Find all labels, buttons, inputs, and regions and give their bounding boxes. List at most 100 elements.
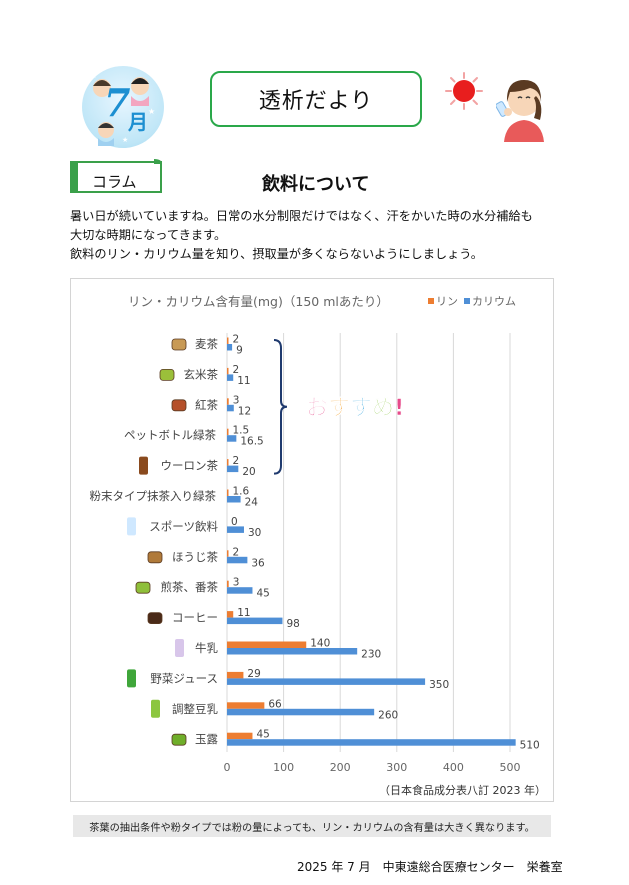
- x-tick-label-4: 400: [443, 761, 464, 774]
- data-label-potassium-4: 20: [242, 466, 255, 478]
- vegetable-juice-icon: [127, 669, 136, 688]
- bar-phosphorus-7: [227, 550, 229, 557]
- newsletter-title-box: 透析だより: [210, 71, 422, 127]
- svg-text:★: ★: [122, 136, 128, 144]
- newsletter-title: 透析だより: [258, 89, 374, 114]
- data-label-potassium-1: 11: [237, 375, 250, 387]
- bar-phosphorus-0: [227, 337, 229, 344]
- data-label-potassium-3: 16.5: [240, 436, 263, 448]
- data-label-phosphorus-2: 3: [233, 394, 240, 406]
- data-label-phosphorus-8: 3: [233, 577, 240, 589]
- bar-phosphorus-10: [227, 641, 307, 648]
- column-label: コラム: [92, 173, 137, 191]
- bar-potassium-5: [227, 496, 241, 503]
- oolong-bottle-icon: [139, 456, 148, 475]
- month-number: 7: [104, 80, 131, 125]
- month-kanji: 月: [128, 110, 148, 134]
- category-label-4: ウーロン茶: [161, 459, 219, 473]
- bar-potassium-0: [227, 344, 233, 351]
- data-label-potassium-8: 45: [256, 588, 269, 600]
- category-label-8: 煎茶、番茶: [161, 580, 219, 594]
- data-label-phosphorus-4: 2: [233, 455, 240, 467]
- month-badge-figures: ★ ★ ★: [90, 71, 155, 146]
- soy-milk-icon: [151, 699, 160, 718]
- data-label-phosphorus-1: 2: [233, 364, 240, 376]
- intro-line-1: 暑い日が続いていますね。日常の水分制限だけではなく、汗をかいた時の水分補給も: [70, 209, 533, 223]
- data-label-potassium-12: 260: [378, 709, 398, 721]
- svg-text:★: ★: [148, 107, 155, 116]
- category-label-10: 牛乳: [195, 641, 218, 655]
- category-label-13: 玉露: [195, 732, 218, 746]
- barley-tea-icon: [171, 338, 187, 351]
- bar-phosphorus-1: [227, 367, 229, 375]
- chart-source: （日本食品成分表八訂 2023 年）: [379, 783, 546, 797]
- bar-potassium-6: [227, 526, 244, 533]
- data-label-phosphorus-10: 140: [310, 638, 330, 650]
- category-label-0: 麦茶: [195, 337, 218, 351]
- bar-phosphorus-2: [227, 398, 229, 405]
- hojicha-icon: [147, 551, 163, 564]
- data-label-potassium-5: 24: [245, 497, 259, 509]
- data-label-phosphorus-7: 2: [233, 546, 240, 558]
- data-label-potassium-7: 36: [251, 557, 265, 569]
- intro-line-3: 飲料のリン・カリウム量を知り、摂取量が多くならないようにしましょう。: [70, 247, 483, 261]
- bar-potassium-1: [227, 374, 234, 381]
- milk-icon: [175, 639, 184, 657]
- legend-label-0: リン: [436, 295, 458, 308]
- bar-potassium-8: [227, 587, 253, 594]
- data-label-phosphorus-11: 29: [247, 668, 260, 680]
- category-label-7: ほうじ茶: [172, 550, 218, 564]
- data-label-phosphorus-3: 1.5: [233, 425, 250, 437]
- data-label-potassium-0: 9: [236, 345, 243, 357]
- recommend-bracket: [273, 339, 288, 475]
- black-tea-icon: [171, 399, 187, 412]
- recommend-annotation: おすすめ!: [306, 396, 404, 421]
- bar-potassium-2: [227, 404, 234, 412]
- x-tick-label-5: 500: [500, 761, 521, 774]
- data-label-potassium-13: 510: [520, 740, 540, 752]
- bar-potassium-12: [227, 708, 375, 716]
- footnote: 茶葉の抽出条件や粉タイプでは粉の量によっても、リン・カリウムの含有量は大きく異な…: [73, 815, 551, 837]
- coffee-icon: [147, 612, 163, 625]
- bar-phosphorus-4: [227, 459, 229, 466]
- intro-line-2: 大切な時期になってきます。: [70, 228, 227, 242]
- sun-icon: [445, 72, 483, 110]
- x-tick-label-2: 200: [330, 761, 351, 774]
- bar-phosphorus-13: [227, 732, 253, 740]
- category-label-1: 玄米茶: [184, 367, 219, 381]
- gyokuro-icon: [171, 733, 187, 746]
- data-label-phosphorus-13: 45: [256, 729, 269, 741]
- data-label-potassium-9: 98: [286, 618, 299, 630]
- data-label-phosphorus-12: 66: [268, 698, 282, 710]
- data-label-potassium-6: 30: [248, 527, 261, 539]
- category-label-3: ペットボトル緑茶: [124, 428, 216, 442]
- girl-drinking-icon: [496, 80, 544, 142]
- bar-phosphorus-5: [227, 489, 229, 496]
- bar-phosphorus-9: [227, 611, 234, 618]
- column-banner: [70, 159, 162, 193]
- bar-potassium-3: [227, 435, 237, 442]
- data-label-potassium-11: 350: [429, 679, 449, 691]
- bar-potassium-10: [227, 648, 358, 655]
- category-label-6: スポーツ飲料: [149, 519, 218, 533]
- x-tick-label-3: 300: [386, 761, 407, 774]
- bar-potassium-13: [227, 739, 516, 746]
- category-label-9: コーヒー: [172, 611, 218, 625]
- article-title: 飲料について: [262, 174, 370, 195]
- data-label-phosphorus-6: 0: [231, 516, 238, 528]
- category-label-12: 調整豆乳: [172, 702, 218, 716]
- bar-potassium-9: [227, 617, 283, 625]
- sencha-icon: [135, 581, 151, 594]
- legend-swatch-1: [464, 298, 470, 304]
- data-label-phosphorus-5: 1.6: [233, 486, 250, 498]
- genmaicha-icon: [159, 369, 175, 381]
- data-label-potassium-2: 12: [238, 405, 251, 417]
- x-tick-label-1: 100: [273, 761, 294, 774]
- bar-phosphorus-12: [227, 702, 265, 709]
- bar-potassium-11: [227, 678, 426, 685]
- sports-drink-icon: [127, 517, 136, 536]
- bar-phosphorus-11: [227, 671, 244, 679]
- svg-text:★: ★: [90, 71, 97, 80]
- chart-title: リン・カリウム含有量(mg)（150 mlあたり）: [128, 294, 389, 309]
